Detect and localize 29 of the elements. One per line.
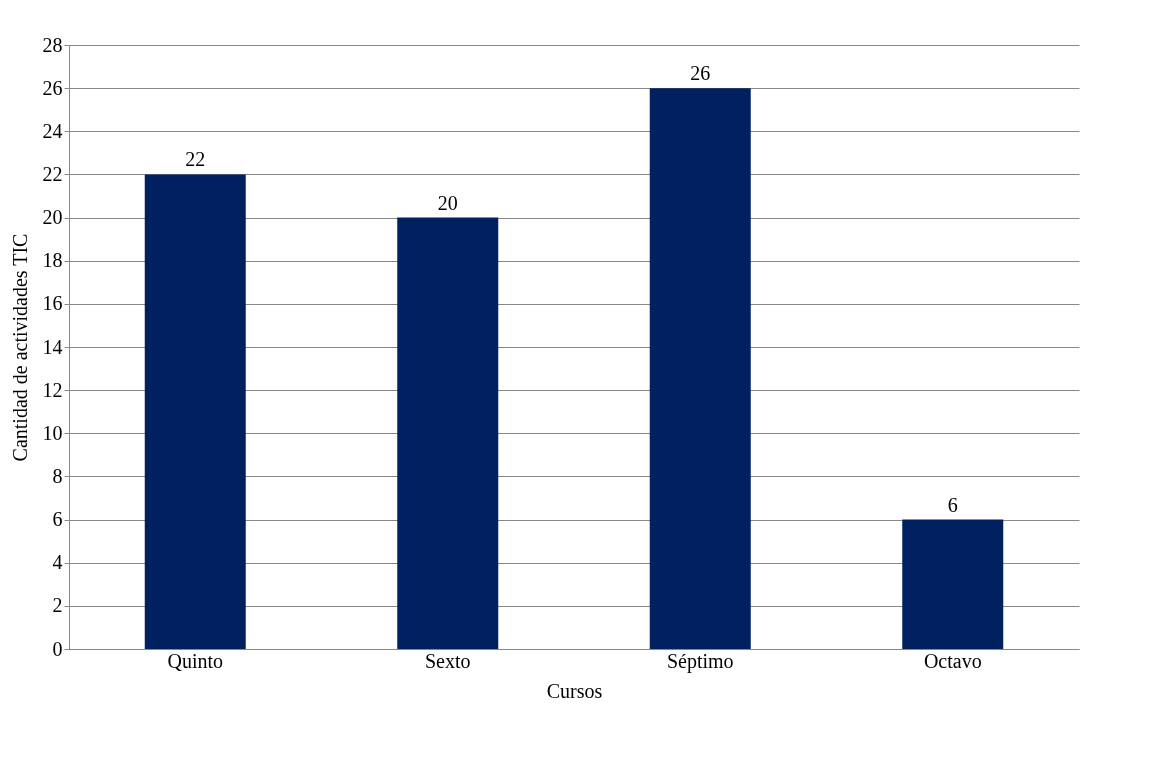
y-axis-title: Cantidad de actividades TIC [8,233,31,462]
y-tick-label: 20 [42,206,63,229]
data-label: 20 [437,191,458,214]
x-axis-title: Cursos [546,679,603,702]
y-tick-label: 8 [52,464,63,487]
data-label: 6 [947,493,958,516]
y-tick-label: 28 [42,33,63,56]
y-tick-label: 16 [42,292,63,315]
bar [397,217,499,649]
y-tick-label: 2 [52,594,63,617]
x-tick-label: Quinto [167,649,224,672]
x-tick-label: Sexto [424,649,471,672]
x-tick-label: Séptimo [666,649,734,673]
y-tick-label: 4 [52,551,63,574]
y-tick-label: 10 [42,421,63,444]
bar [649,88,751,649]
data-label: 26 [690,62,711,85]
bar [144,174,246,649]
y-tick-label: 24 [42,119,63,142]
bar [902,519,1004,649]
x-tick-label: Octavo [923,649,982,672]
y-tick-label: 14 [42,335,63,358]
y-tick-label: 26 [42,76,63,99]
y-tick-label: 6 [52,508,63,531]
y-tick-label: 0 [52,637,63,660]
y-tick-label: 18 [42,249,63,272]
y-tick-label: 22 [42,162,63,185]
data-label: 22 [185,148,206,171]
y-tick-label: 12 [42,378,63,401]
